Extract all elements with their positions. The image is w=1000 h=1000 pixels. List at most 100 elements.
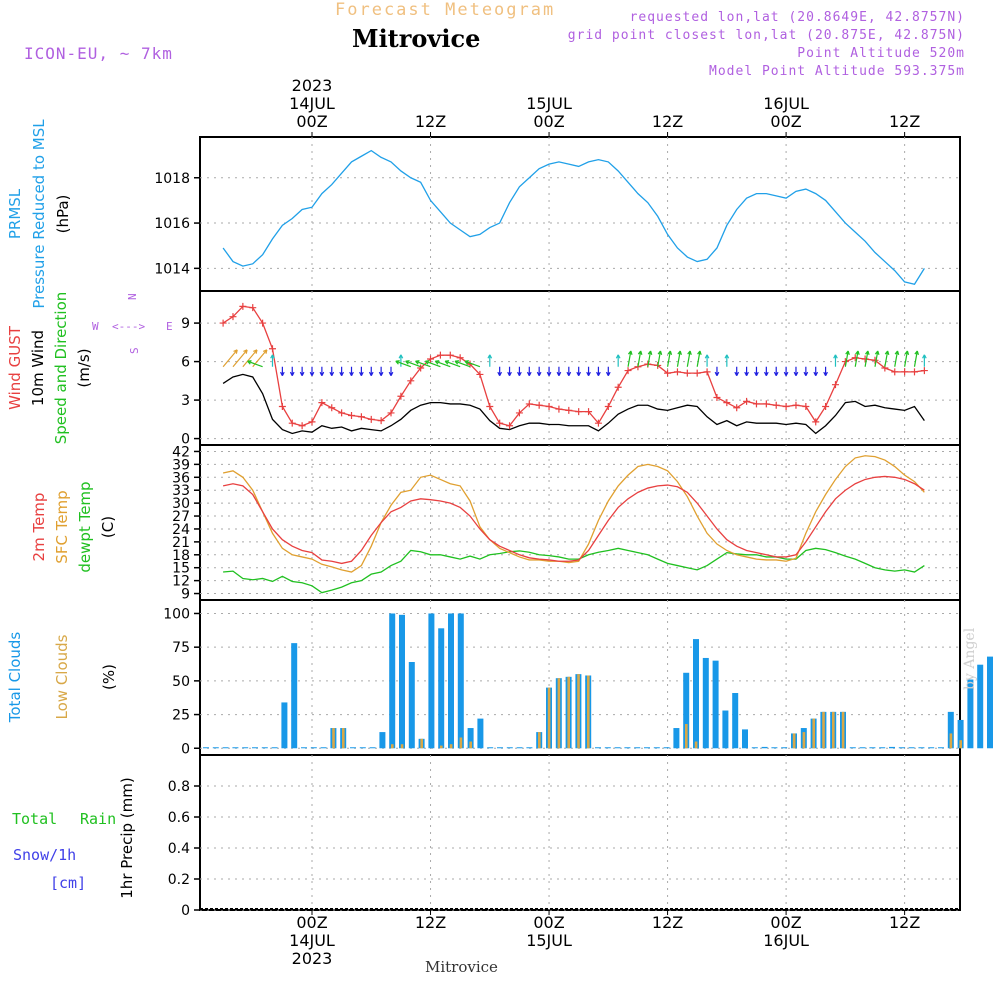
total-cloud-bar <box>663 747 670 749</box>
total-cloud-bar <box>271 747 278 749</box>
watermark: by Angel <box>962 627 978 690</box>
low-cloud-bar <box>557 678 561 749</box>
gust-marker <box>456 354 464 362</box>
y-tick-label: 1014 <box>154 261 190 277</box>
wind-direction-arrow <box>637 350 643 367</box>
total-cloud-bar <box>399 614 405 749</box>
temperature-ylabel: dewpt Temp <box>76 481 94 572</box>
wind-direction-arrow <box>517 366 522 376</box>
top-time-label: 16JUL <box>763 94 809 113</box>
total-cloud-bar <box>242 747 249 749</box>
total-cloud-bar <box>310 747 317 749</box>
wind-direction-arrow <box>299 366 305 376</box>
y-tick-label: 33 <box>172 483 190 499</box>
model-name: ICON-EU, ~ 7km <box>24 44 173 63</box>
top-time-label: 12Z <box>415 112 446 131</box>
wind-direction-arrow <box>657 350 663 367</box>
wind-direction-arrow <box>714 366 720 376</box>
wind-direction-arrow <box>566 366 572 376</box>
y-tick-label: 6 <box>181 355 190 371</box>
y-tick-label: 30 <box>172 496 190 512</box>
y-tick-label: 1016 <box>154 216 190 232</box>
y-tick-label: 42 <box>172 444 190 460</box>
gust-marker <box>535 401 543 409</box>
wind-direction-arrow <box>783 366 789 376</box>
wind-direction-arrow <box>526 366 532 376</box>
low-cloud-bar <box>841 711 845 749</box>
low-cloud-bar <box>420 738 423 749</box>
bottom-time-label: 12Z <box>889 913 920 932</box>
total-cloud-bar <box>438 628 445 749</box>
temp-2m-line <box>222 475 925 565</box>
total-cloud-bar <box>261 747 268 749</box>
cloud-bars <box>203 613 993 749</box>
total-cloud-bar <box>722 710 729 749</box>
top-time-label: 12Z <box>652 112 683 131</box>
gust-marker <box>891 368 899 376</box>
wind-direction-arrow <box>627 350 633 367</box>
panel-frame <box>199 444 961 601</box>
wind-direction-arrow <box>444 360 461 368</box>
total-cloud-bar <box>379 732 386 749</box>
wind-direction-arrow <box>884 350 890 367</box>
wind-direction-arrow <box>724 354 730 367</box>
gust-marker <box>506 422 514 430</box>
total-cloud-bar <box>457 613 464 749</box>
total-cloud-bar <box>477 718 484 749</box>
legend-snow: Snow/1h <box>13 846 76 864</box>
total-cloud-bar <box>889 746 895 749</box>
total-cloud-bar <box>291 643 298 749</box>
y-tick-label: 100 <box>163 606 190 622</box>
wind-direction-arrow <box>378 366 384 376</box>
y-tick-label: 0.6 <box>168 810 190 826</box>
legend-total: Total <box>12 810 57 828</box>
top-time-label: 2023 <box>292 76 333 95</box>
gust-marker <box>575 408 583 416</box>
low-cloud-bar <box>391 744 394 749</box>
low-cloud-bar <box>332 728 335 749</box>
gust-marker <box>861 355 869 363</box>
gust-marker <box>555 405 563 413</box>
gust-marker <box>446 351 454 359</box>
pressure-ylabel: PRMSL <box>6 188 24 239</box>
total-cloud-bar <box>203 747 209 749</box>
total-cloud-bar <box>359 747 366 749</box>
low-cloud-bar <box>832 711 835 749</box>
wind-direction-arrow <box>586 366 591 376</box>
wind-direction-arrow <box>576 366 582 376</box>
total-cloud-bar <box>987 656 993 749</box>
gust-marker <box>417 364 425 372</box>
wind-direction-arrow <box>415 360 431 368</box>
total-cloud-bar <box>595 747 601 749</box>
total-cloud-bar <box>506 747 513 749</box>
wind-direction-arrow <box>874 350 880 367</box>
gust-marker <box>851 354 859 362</box>
gust-marker <box>476 370 484 378</box>
gust-marker <box>752 400 760 408</box>
gust-marker <box>377 417 385 425</box>
low-cloud-bar <box>792 733 796 749</box>
gust-marker <box>772 401 780 409</box>
total-cloud-bar <box>742 729 748 749</box>
low-cloud-bar <box>822 711 825 749</box>
gust-marker <box>812 418 820 426</box>
total-cloud-bar <box>389 613 396 749</box>
low-cloud-bar <box>449 744 453 749</box>
total-cloud-bar <box>673 728 680 749</box>
wind-direction-arrow <box>247 360 263 368</box>
clouds-ylabel: Low Clouds <box>53 634 71 719</box>
wind-direction-arrow <box>368 366 374 376</box>
gust-marker <box>693 369 701 377</box>
bottom-time-label: 00Z <box>770 913 801 932</box>
wind-ylabel: (m/s) <box>75 348 93 387</box>
wind-direction-arrow <box>507 366 512 376</box>
gust-marker <box>585 408 593 416</box>
low-cloud-bar <box>459 737 463 749</box>
wind-direction-arrow <box>754 366 759 376</box>
total-cloud-bar <box>428 613 435 749</box>
wind-direction-arrow <box>434 360 451 368</box>
gust-marker <box>288 419 296 427</box>
clouds-ylabel: (%) <box>100 664 118 690</box>
temperature-ylabel: 2m Temp <box>30 493 48 562</box>
